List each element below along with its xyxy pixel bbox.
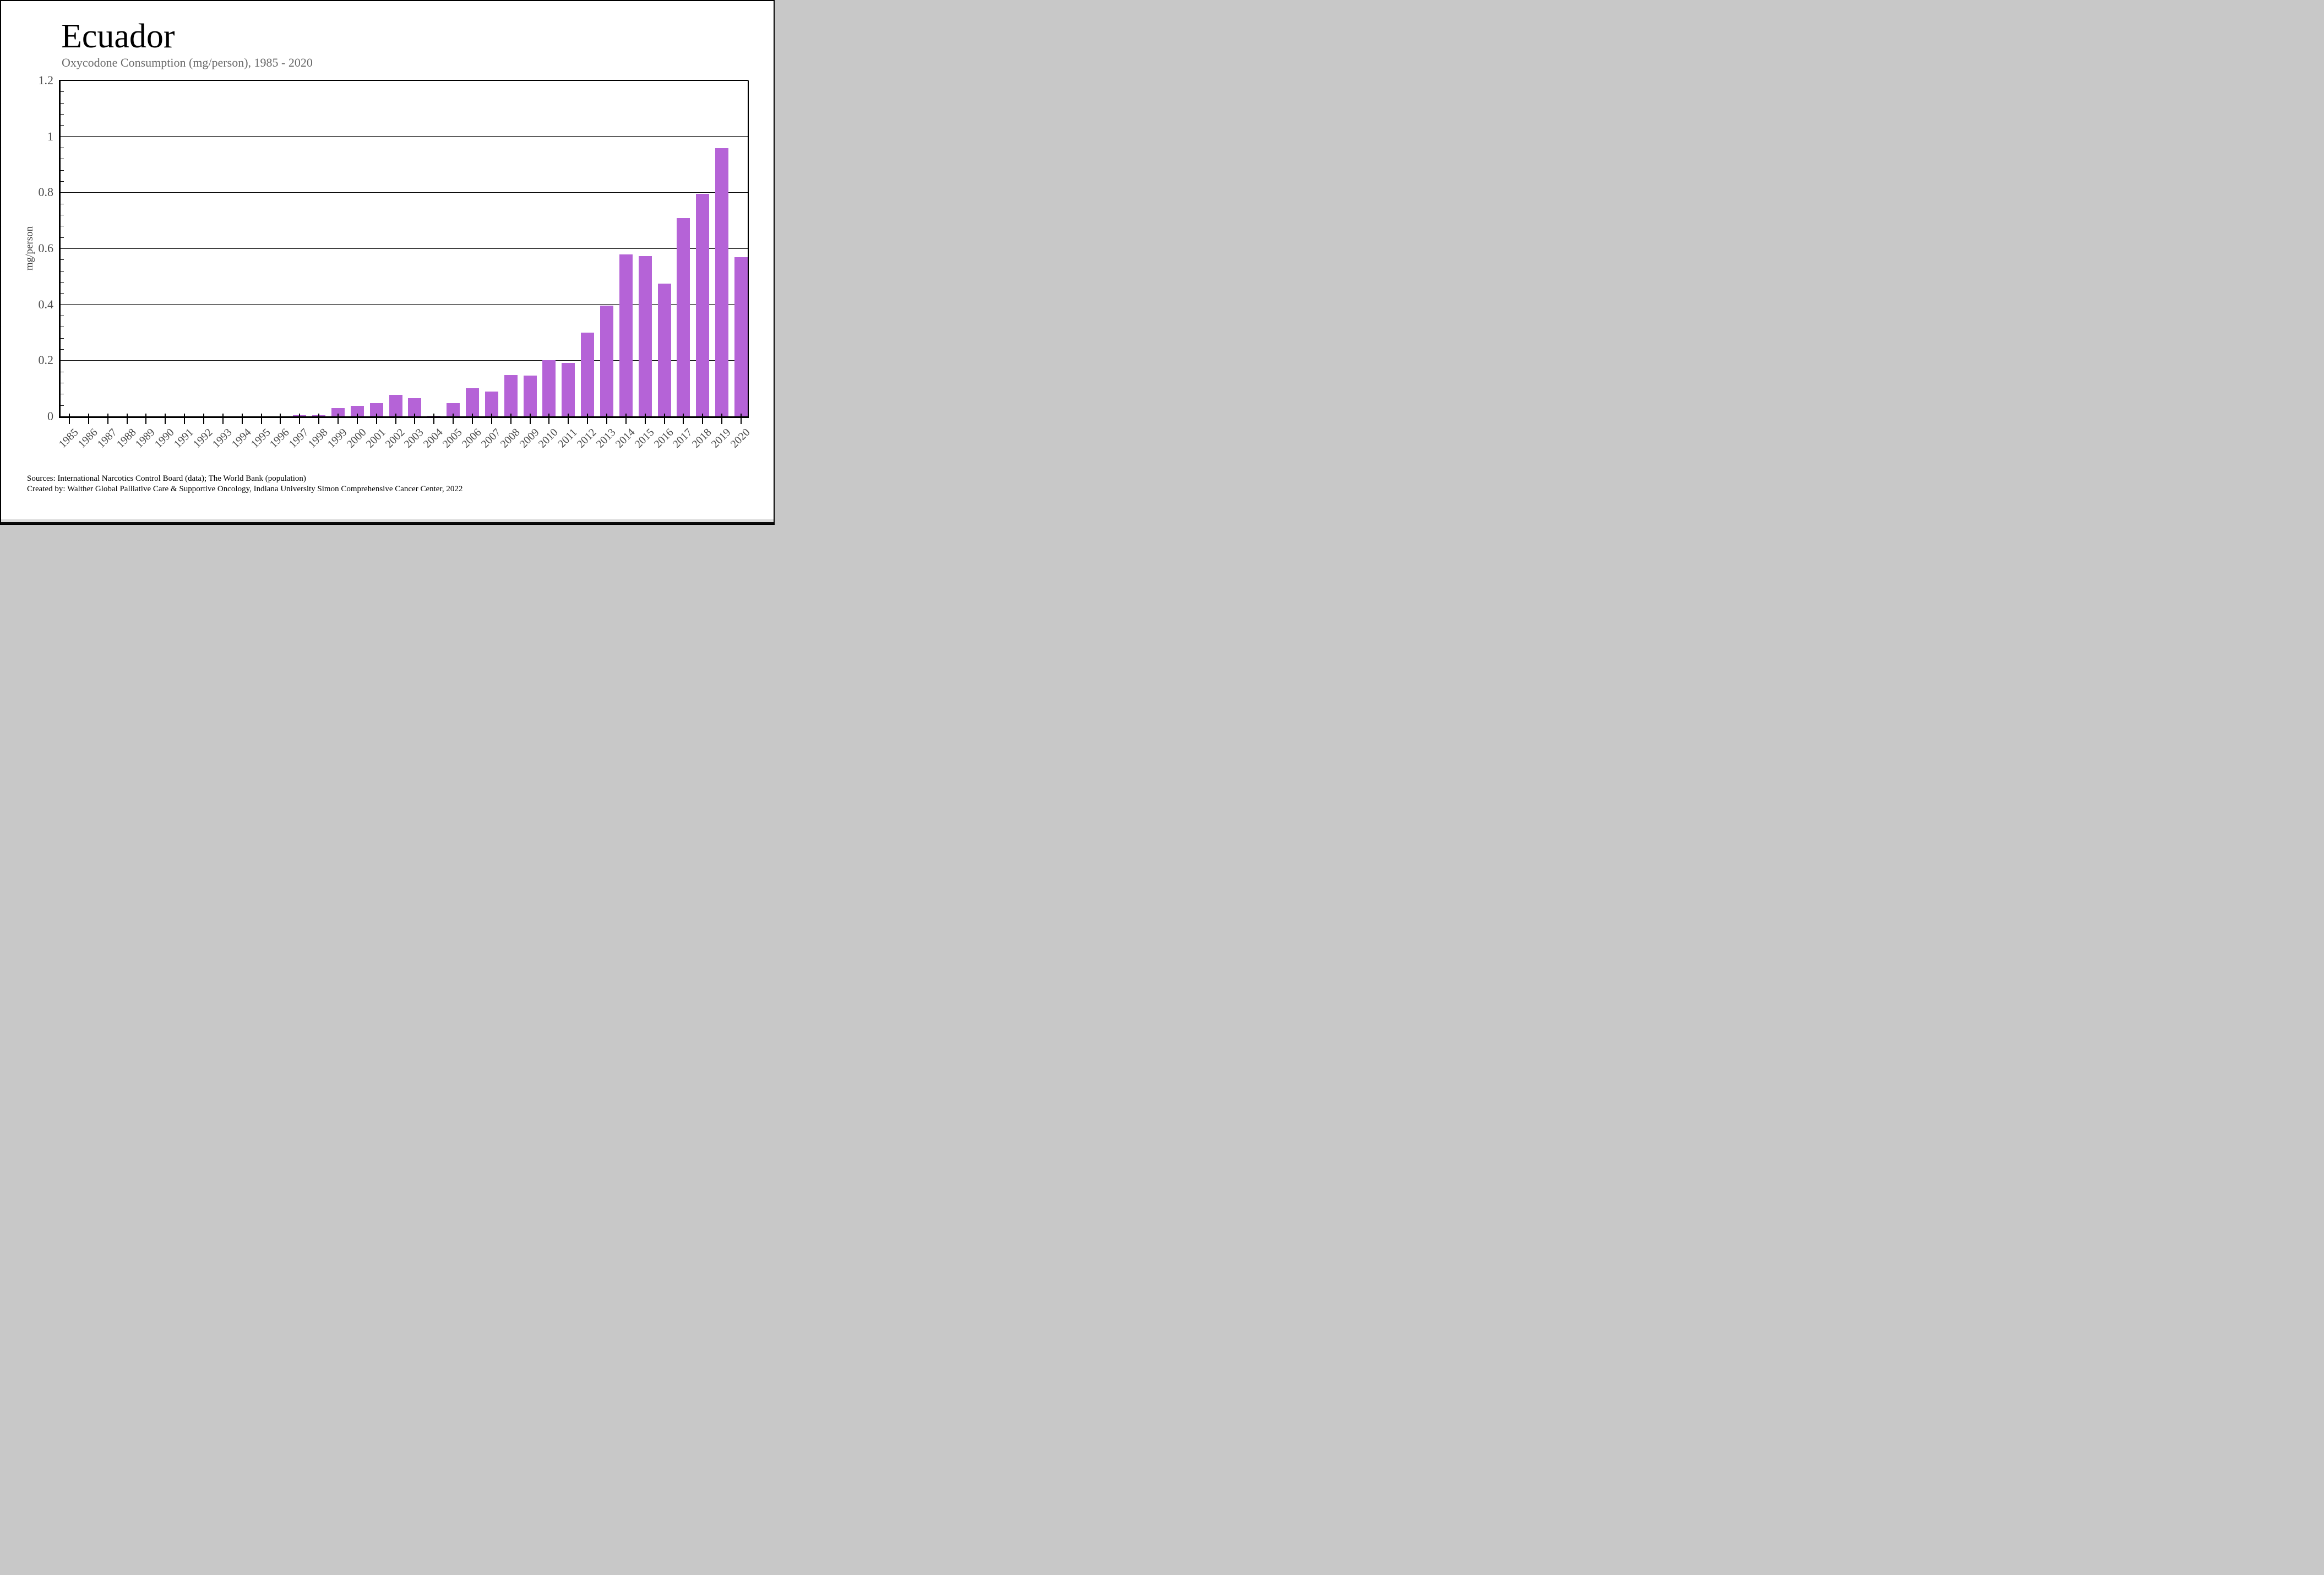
footer-created-by: Created by: Walther Global Palliative Ca…	[27, 485, 463, 493]
x-tick	[318, 414, 320, 424]
chart-title: Ecuador	[61, 18, 175, 55]
y-minor-tick	[61, 338, 64, 339]
gridline-1	[60, 136, 748, 137]
x-tick	[491, 414, 492, 424]
bar-2007	[485, 391, 498, 416]
bar-2018	[696, 193, 710, 416]
x-tick	[165, 414, 166, 424]
x-axis-line	[59, 416, 749, 418]
y-minor-tick	[61, 237, 64, 238]
y-minor-tick	[61, 405, 64, 406]
y-minor-tick	[61, 282, 64, 283]
x-tick	[280, 414, 281, 424]
bar-2017	[677, 218, 690, 416]
x-tick	[414, 414, 416, 424]
bar-2002	[389, 394, 402, 416]
x-tick	[587, 414, 589, 424]
bar-2011	[562, 363, 575, 416]
x-tick-label: 2020	[728, 426, 766, 450]
y-tick-label: 0.8	[38, 185, 54, 199]
chart-subtitle: Oxycodone Consumption (mg/person), 1985 …	[62, 56, 313, 69]
x-tick	[126, 414, 128, 424]
x-tick-label-text: 1985	[56, 426, 81, 450]
x-tick	[663, 414, 665, 424]
y-tick-label: 1.2	[38, 73, 54, 87]
bar-2019	[715, 148, 729, 416]
x-tick	[741, 414, 742, 424]
x-tick	[721, 414, 723, 424]
bar-2006	[466, 388, 479, 416]
bar-2020	[734, 257, 748, 416]
y-minor-tick	[61, 259, 64, 260]
gridline-1.2	[60, 80, 748, 81]
bar-2003	[408, 398, 422, 416]
y-minor-tick	[61, 114, 64, 115]
x-tick	[107, 414, 108, 424]
x-tick	[260, 414, 262, 424]
bottom-gray-strip	[1, 519, 774, 522]
x-tick	[529, 414, 531, 424]
bar-2016	[657, 283, 671, 416]
bar-2014	[619, 254, 633, 416]
y-minor-tick	[61, 293, 64, 294]
x-tick	[88, 414, 89, 424]
x-tick	[625, 414, 627, 424]
bar-2000	[350, 405, 364, 416]
bar-2015	[638, 256, 652, 416]
y-minor-tick	[61, 181, 64, 182]
y-tick-label: 1	[47, 129, 53, 143]
x-tick	[145, 414, 147, 424]
x-tick	[203, 414, 204, 424]
footer-sources: Sources: International Narcotics Control…	[27, 474, 306, 483]
x-tick	[395, 414, 396, 424]
bar-2012	[581, 332, 595, 416]
x-tick	[644, 414, 646, 424]
bar-2005	[447, 403, 460, 416]
y-minor-tick	[61, 170, 64, 171]
x-tick	[548, 414, 550, 424]
gridline-0.2	[60, 360, 748, 361]
bar-2008	[504, 374, 518, 416]
x-tick	[375, 414, 377, 424]
bottom-black-strip	[1, 522, 774, 524]
x-tick	[606, 414, 607, 424]
gridline-0.6	[60, 248, 748, 249]
y-tick-label: 0	[47, 409, 53, 423]
x-tick	[702, 414, 704, 424]
x-tick	[184, 414, 186, 424]
x-tick	[222, 414, 224, 424]
bar-2013	[600, 306, 613, 416]
x-tick	[683, 414, 684, 424]
chart-page: Ecuador Oxycodone Consumption (mg/person…	[0, 0, 775, 525]
bar-2010	[542, 360, 556, 416]
y-minor-tick	[61, 125, 64, 126]
x-tick	[299, 414, 301, 424]
x-tick	[453, 414, 454, 424]
x-tick	[356, 414, 358, 424]
x-tick	[433, 414, 435, 424]
x-tick	[69, 414, 70, 424]
x-tick	[568, 414, 569, 424]
plot-right-border	[748, 80, 749, 418]
y-tick-label: 0.4	[38, 297, 54, 311]
bar-1999	[331, 408, 345, 416]
bar-2009	[523, 375, 537, 416]
y-minor-tick	[61, 349, 64, 350]
bar-2001	[369, 403, 383, 416]
y-minor-tick	[61, 102, 64, 104]
footer: Sources: International Narcotics Control…	[27, 474, 462, 495]
y-minor-tick	[61, 91, 64, 93]
y-tick-label: 0.2	[38, 353, 54, 367]
y-axis-line	[59, 80, 61, 418]
gridline-0.4	[60, 304, 748, 305]
x-tick	[510, 414, 511, 424]
y-tick-label: 0.6	[38, 241, 54, 255]
x-tick	[472, 414, 473, 424]
gridline-0.8	[60, 192, 748, 193]
x-tick	[241, 414, 243, 424]
x-tick	[338, 414, 339, 424]
